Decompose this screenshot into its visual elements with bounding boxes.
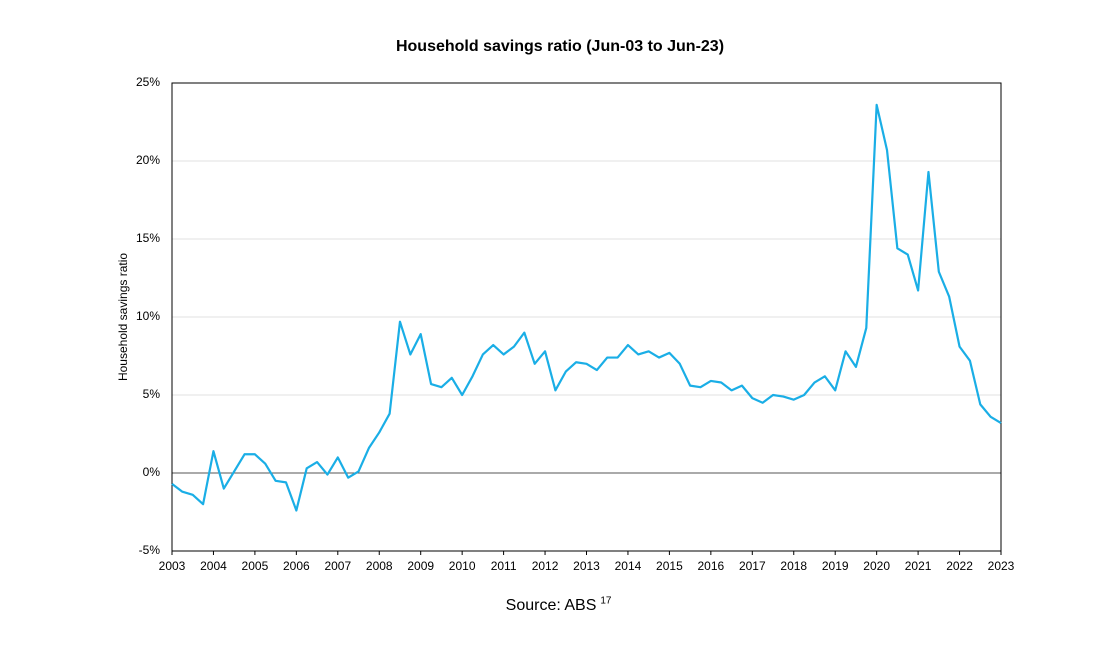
- x-tick-label: 2016: [697, 559, 724, 573]
- x-tick-label: 2004: [200, 559, 227, 573]
- x-tick-label: 2017: [739, 559, 766, 573]
- plot-border: [171, 82, 1002, 552]
- x-tick-label: 2007: [324, 559, 351, 573]
- y-tick-label: 20%: [136, 153, 160, 167]
- series-line: [171, 103, 1002, 512]
- x-tick-label: 2015: [656, 559, 683, 573]
- x-tick-label: 2008: [366, 559, 393, 573]
- x-tick-label: 2021: [905, 559, 932, 573]
- x-tick-label: 2022: [946, 559, 973, 573]
- x-tick-label: 2005: [242, 559, 269, 573]
- y-tick-label: 0%: [143, 465, 161, 479]
- source: Source: ABS: [506, 597, 597, 614]
- y-tick-label: 5%: [143, 387, 161, 401]
- x-tick-label: 2014: [615, 559, 642, 573]
- x-tick-label: 2023: [988, 559, 1015, 573]
- x-tick-label: 2011: [491, 559, 517, 573]
- x-tick-label: 2019: [822, 559, 849, 573]
- x-tick-label: 2012: [532, 559, 559, 573]
- x-tick-label: 2013: [573, 559, 600, 573]
- chart-title: Household savings ratio (Jun-03 to Jun-2…: [396, 38, 724, 55]
- x-tick-label: 2006: [283, 559, 310, 573]
- y-axis-label: Household savings ratio: [116, 253, 130, 381]
- y-tick-label: 25%: [136, 75, 160, 89]
- x-tick-label: 2010: [449, 559, 476, 573]
- y-tick-label: 15%: [136, 231, 160, 245]
- y-tick-label: -5%: [139, 543, 161, 557]
- x-tick-label: 2009: [407, 559, 434, 573]
- source-ref: 17: [600, 596, 612, 607]
- x-tick-label: 2020: [863, 559, 890, 573]
- x-tick-label: 2003: [159, 559, 186, 573]
- y-tick-label: 10%: [136, 309, 160, 323]
- x-tick-label: 2018: [780, 559, 807, 573]
